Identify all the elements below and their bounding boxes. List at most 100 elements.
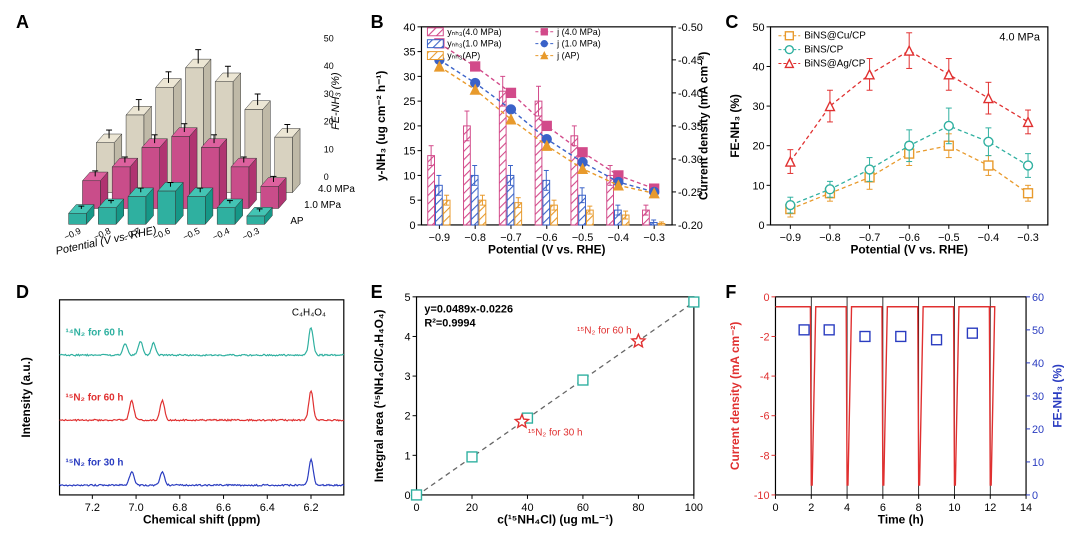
svg-text:25: 25 [403,96,415,108]
svg-text:15: 15 [403,146,415,158]
svg-text:40: 40 [1032,357,1044,369]
svg-text:0: 0 [764,291,770,303]
svg-text:4.0 MPa: 4.0 MPa [318,184,355,195]
svg-text:7.2: 7.2 [85,501,100,513]
svg-text:3: 3 [404,371,410,383]
svg-text:Chemical shift (ppm): Chemical shift (ppm) [143,512,260,526]
svg-text:50: 50 [324,34,334,44]
svg-text:c(¹⁵NH₄Cl) (ug mL⁻¹): c(¹⁵NH₄Cl) (ug mL⁻¹) [497,512,613,526]
svg-text:yₙₕ₃(AP): yₙₕ₃(AP) [447,51,480,61]
svg-text:10: 10 [403,170,415,182]
svg-text:−0.3: −0.3 [643,232,664,244]
svg-text:BiNS@Ag/CP: BiNS@Ag/CP [805,58,867,69]
svg-text:50: 50 [1032,324,1044,336]
svg-text:Time (h): Time (h) [878,512,924,526]
svg-text:-0.20: -0.20 [678,220,703,232]
svg-text:0: 0 [413,501,419,513]
svg-text:y-NH₃ (ug cm⁻² h⁻¹): y-NH₃ (ug cm⁻² h⁻¹) [373,71,387,181]
svg-text:40: 40 [324,61,334,71]
panel-D: D 7.27.06.86.66.46.2¹⁴N₂ for 60 h¹⁵N₂ fo… [12,280,359,542]
svg-text:1: 1 [404,450,410,462]
svg-text:Current density (mA cm⁻²): Current density (mA cm⁻²) [728,321,742,469]
panel-label-A: A [16,12,29,33]
svg-text:10: 10 [1032,456,1044,468]
svg-text:0: 0 [404,489,410,501]
svg-text:40: 40 [403,22,415,34]
svg-text:R²=0.9994: R²=0.9994 [424,317,475,329]
svg-text:Current density (mA cm⁻²): Current density (mA cm⁻²) [696,52,710,200]
svg-text:¹⁵N₂ for 30 h: ¹⁵N₂ for 30 h [65,457,123,468]
svg-text:BiNS@Cu/CP: BiNS@Cu/CP [805,31,867,42]
chart-B: 0510152025303540-0.20-0.25-0.30-0.35-0.4… [367,10,714,272]
svg-text:−0.3: −0.3 [241,226,261,243]
svg-text:−0.4: −0.4 [607,232,628,244]
chart-E: 020406080100012345¹⁵N₂ for 30 h¹⁵N₂ for … [367,280,714,542]
svg-text:−0.8: −0.8 [464,232,485,244]
svg-text:BiNS/CP: BiNS/CP [805,45,844,56]
svg-text:20: 20 [1032,423,1044,435]
svg-text:-4: -4 [760,371,770,383]
svg-text:−0.8: −0.8 [820,232,841,244]
chart-D: 7.27.06.86.66.46.2¹⁴N₂ for 60 h¹⁵N₂ for … [12,280,359,542]
panel-label-D: D [16,282,29,303]
svg-text:Potential (V vs. RHE): Potential (V vs. RHE) [488,243,605,257]
svg-text:−0.5: −0.5 [181,226,201,243]
svg-text:¹⁵N₂ for 30 h: ¹⁵N₂ for 30 h [528,427,583,438]
svg-text:60: 60 [1032,291,1044,303]
svg-text:10: 10 [753,180,765,192]
svg-text:10: 10 [324,144,334,154]
svg-text:4: 4 [404,331,410,343]
svg-text:FE-NH₃ (%): FE-NH₃ (%) [728,94,742,158]
chart-A: AP1.0 MPa4.0 MPa−0.9−0.8−0.7−0.6−0.5−0.4… [12,10,359,272]
panel-label-B: B [371,12,384,33]
svg-text:20: 20 [753,141,765,153]
svg-text:7.0: 7.0 [129,501,144,513]
svg-text:AP: AP [290,216,304,227]
svg-text:12: 12 [985,501,997,513]
svg-text:100: 100 [684,501,702,513]
chart-C: 01020304050−0.9−0.8−0.7−0.6−0.5−0.4−0.3B… [721,10,1068,272]
svg-text:0: 0 [324,172,329,182]
svg-text:j (1.0 MPa): j (1.0 MPa) [556,39,601,49]
svg-text:-2: -2 [760,331,770,343]
svg-text:¹⁴N₂ for 60 h: ¹⁴N₂ for 60 h [65,327,123,338]
svg-text:0: 0 [1032,489,1038,501]
svg-text:40: 40 [753,61,765,73]
svg-text:-8: -8 [760,450,770,462]
svg-text:-6: -6 [760,410,770,422]
svg-text:-10: -10 [754,489,770,501]
svg-text:yₙₕ₃(4.0 MPa): yₙₕ₃(4.0 MPa) [447,27,501,37]
svg-text:30: 30 [1032,390,1044,402]
svg-text:30: 30 [403,71,415,83]
svg-text:2: 2 [404,410,410,422]
svg-text:FE-NH₃ (%): FE-NH₃ (%) [330,72,342,129]
svg-text:¹⁵N₂ for 60 h: ¹⁵N₂ for 60 h [577,325,632,336]
svg-text:30: 30 [753,101,765,113]
svg-text:C₄H₄O₄: C₄H₄O₄ [292,307,326,318]
svg-text:0: 0 [759,220,765,232]
panel-F: F 02468101214-10-8-6-4-200102030405060Ti… [721,280,1068,542]
panel-label-E: E [371,282,383,303]
svg-text:FE-NH₃ (%): FE-NH₃ (%) [1051,364,1065,428]
svg-text:Potential (V vs. RHE): Potential (V vs. RHE) [851,243,968,257]
svg-text:j (AP): j (AP) [556,51,579,61]
chart-F: 02468101214-10-8-6-4-200102030405060Time… [721,280,1068,542]
svg-text:0: 0 [773,501,779,513]
panel-B: B 0510152025303540-0.20-0.25-0.30-0.35-0… [367,10,714,272]
svg-text:5: 5 [409,195,415,207]
svg-text:0: 0 [409,220,415,232]
panel-C: C 01020304050−0.9−0.8−0.7−0.6−0.5−0.4−0.… [721,10,1068,272]
panel-E: E 020406080100012345¹⁵N₂ for 30 h¹⁵N₂ fo… [367,280,714,542]
svg-text:Intensity (a.u.): Intensity (a.u.) [19,357,33,438]
panel-label-F: F [725,282,736,303]
panel-A: A AP1.0 MPa4.0 MPa−0.9−0.8−0.7−0.6−0.5−0… [12,10,359,272]
svg-text:2: 2 [809,501,815,513]
svg-text:−0.4: −0.4 [211,226,231,243]
svg-text:−0.3: −0.3 [1018,232,1039,244]
svg-text:50: 50 [753,22,765,34]
svg-text:−0.9: −0.9 [428,232,449,244]
svg-text:−0.9: −0.9 [780,232,801,244]
svg-text:20: 20 [466,501,478,513]
svg-text:10: 10 [949,501,961,513]
svg-text:yₙₕ₃(1.0 MPa): yₙₕ₃(1.0 MPa) [447,39,501,49]
